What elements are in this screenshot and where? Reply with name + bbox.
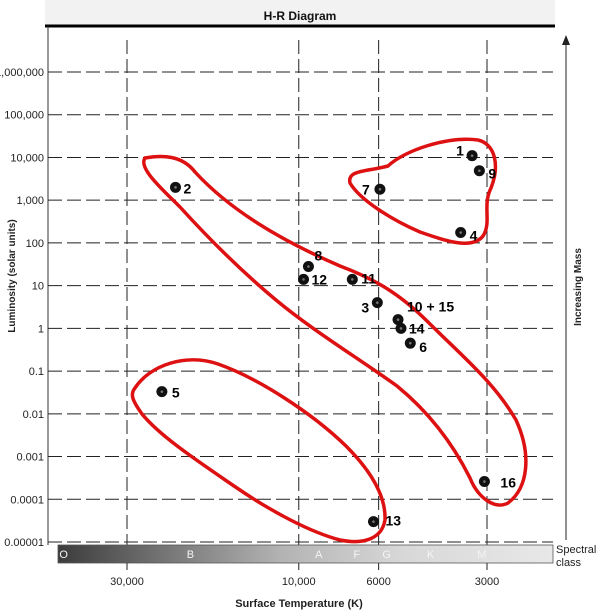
x-tick-labels: 30,000 10,000 6000 3000: [110, 563, 499, 588]
star-label: 5: [172, 385, 180, 401]
star-label: 10 + 15: [407, 299, 454, 315]
star-label: 6: [419, 339, 427, 355]
star-point-highlight: [160, 390, 164, 393]
spectral-class-label: B: [187, 549, 194, 561]
star-point-highlight: [470, 154, 474, 157]
star-point-highlight: [478, 169, 481, 172]
x-tick-label: 6000: [366, 576, 390, 588]
star-point-highlight: [396, 318, 400, 321]
y-tick-label: 1,000: [16, 195, 44, 207]
y-tick-label: 0.01: [23, 409, 44, 421]
star-label: 12: [312, 271, 328, 287]
x-tick-label: 30,000: [110, 576, 144, 588]
y-tick-label: 0.001: [16, 452, 44, 464]
chart-title: H-R Diagram: [264, 9, 337, 23]
x-tick-label: 10,000: [282, 576, 316, 588]
star-point-highlight: [372, 520, 375, 523]
star-point-highlight: [174, 186, 177, 189]
star-label: 8: [314, 248, 322, 264]
spectral-class-label: M: [477, 549, 486, 561]
y-tick-label: 10,000: [10, 152, 44, 164]
y-axis-title: Luminosity (solar units): [7, 219, 18, 332]
mass-arrow-head: [562, 35, 570, 45]
spectral-class-label: F: [353, 549, 360, 561]
spectral-title-line1: Spectral: [556, 544, 596, 556]
star-point-highlight: [376, 301, 379, 304]
star-point-highlight: [408, 341, 412, 345]
star-point-highlight: [483, 480, 486, 483]
star-label: 2: [183, 180, 191, 196]
right-axis-label: Increasing Mass: [573, 248, 584, 326]
region-giants: [348, 137, 498, 245]
star-label: 11: [361, 270, 376, 286]
y-tick-label: 100: [26, 238, 44, 250]
spectral-bar: [57, 544, 554, 564]
star-label: 16: [500, 475, 516, 491]
y-tick-label: 0.1: [29, 366, 44, 378]
star-point-highlight: [459, 231, 462, 234]
y-tick-label: 1: [38, 323, 44, 335]
region-white-dwarfs: [130, 358, 387, 544]
star-label: 13: [386, 513, 402, 529]
star-label: 14: [409, 320, 425, 336]
y-tick-label: 10: [32, 281, 44, 293]
star-label: 4: [470, 228, 478, 244]
spectral-title-line2: class: [556, 557, 582, 569]
spectral-class-label: A: [315, 549, 323, 561]
star-label: 1: [456, 143, 464, 159]
spectral-class-label: O: [59, 549, 68, 561]
y-tick-label: 0.00001: [4, 537, 44, 549]
region-main-sequence: [142, 154, 528, 507]
star-point-highlight: [399, 327, 403, 330]
star-label: 7: [362, 181, 370, 197]
y-tick-label: 0.0001: [10, 494, 44, 506]
star-label: 9: [488, 166, 496, 182]
star-label: 3: [361, 300, 369, 316]
y-tick-label: 100,000: [4, 110, 44, 122]
star-point-highlight: [351, 278, 354, 281]
x-tick-label: 3000: [475, 576, 499, 588]
grid: [48, 40, 553, 545]
spectral-class-label: K: [427, 549, 435, 561]
star-point-highlight: [378, 187, 382, 191]
spectral-class-label: G: [382, 549, 391, 561]
x-axis-title: Surface Temperature (K): [235, 598, 363, 610]
y-tick-label: 1,000,000: [0, 67, 44, 79]
star-point-highlight: [302, 278, 305, 281]
y-tick-labels: 1,000,000 100,000 10,000 1,000 100 10 1 0.1 0.01…: [0, 67, 44, 549]
star-point-highlight: [307, 265, 310, 268]
title-bar: [45, 0, 555, 25]
